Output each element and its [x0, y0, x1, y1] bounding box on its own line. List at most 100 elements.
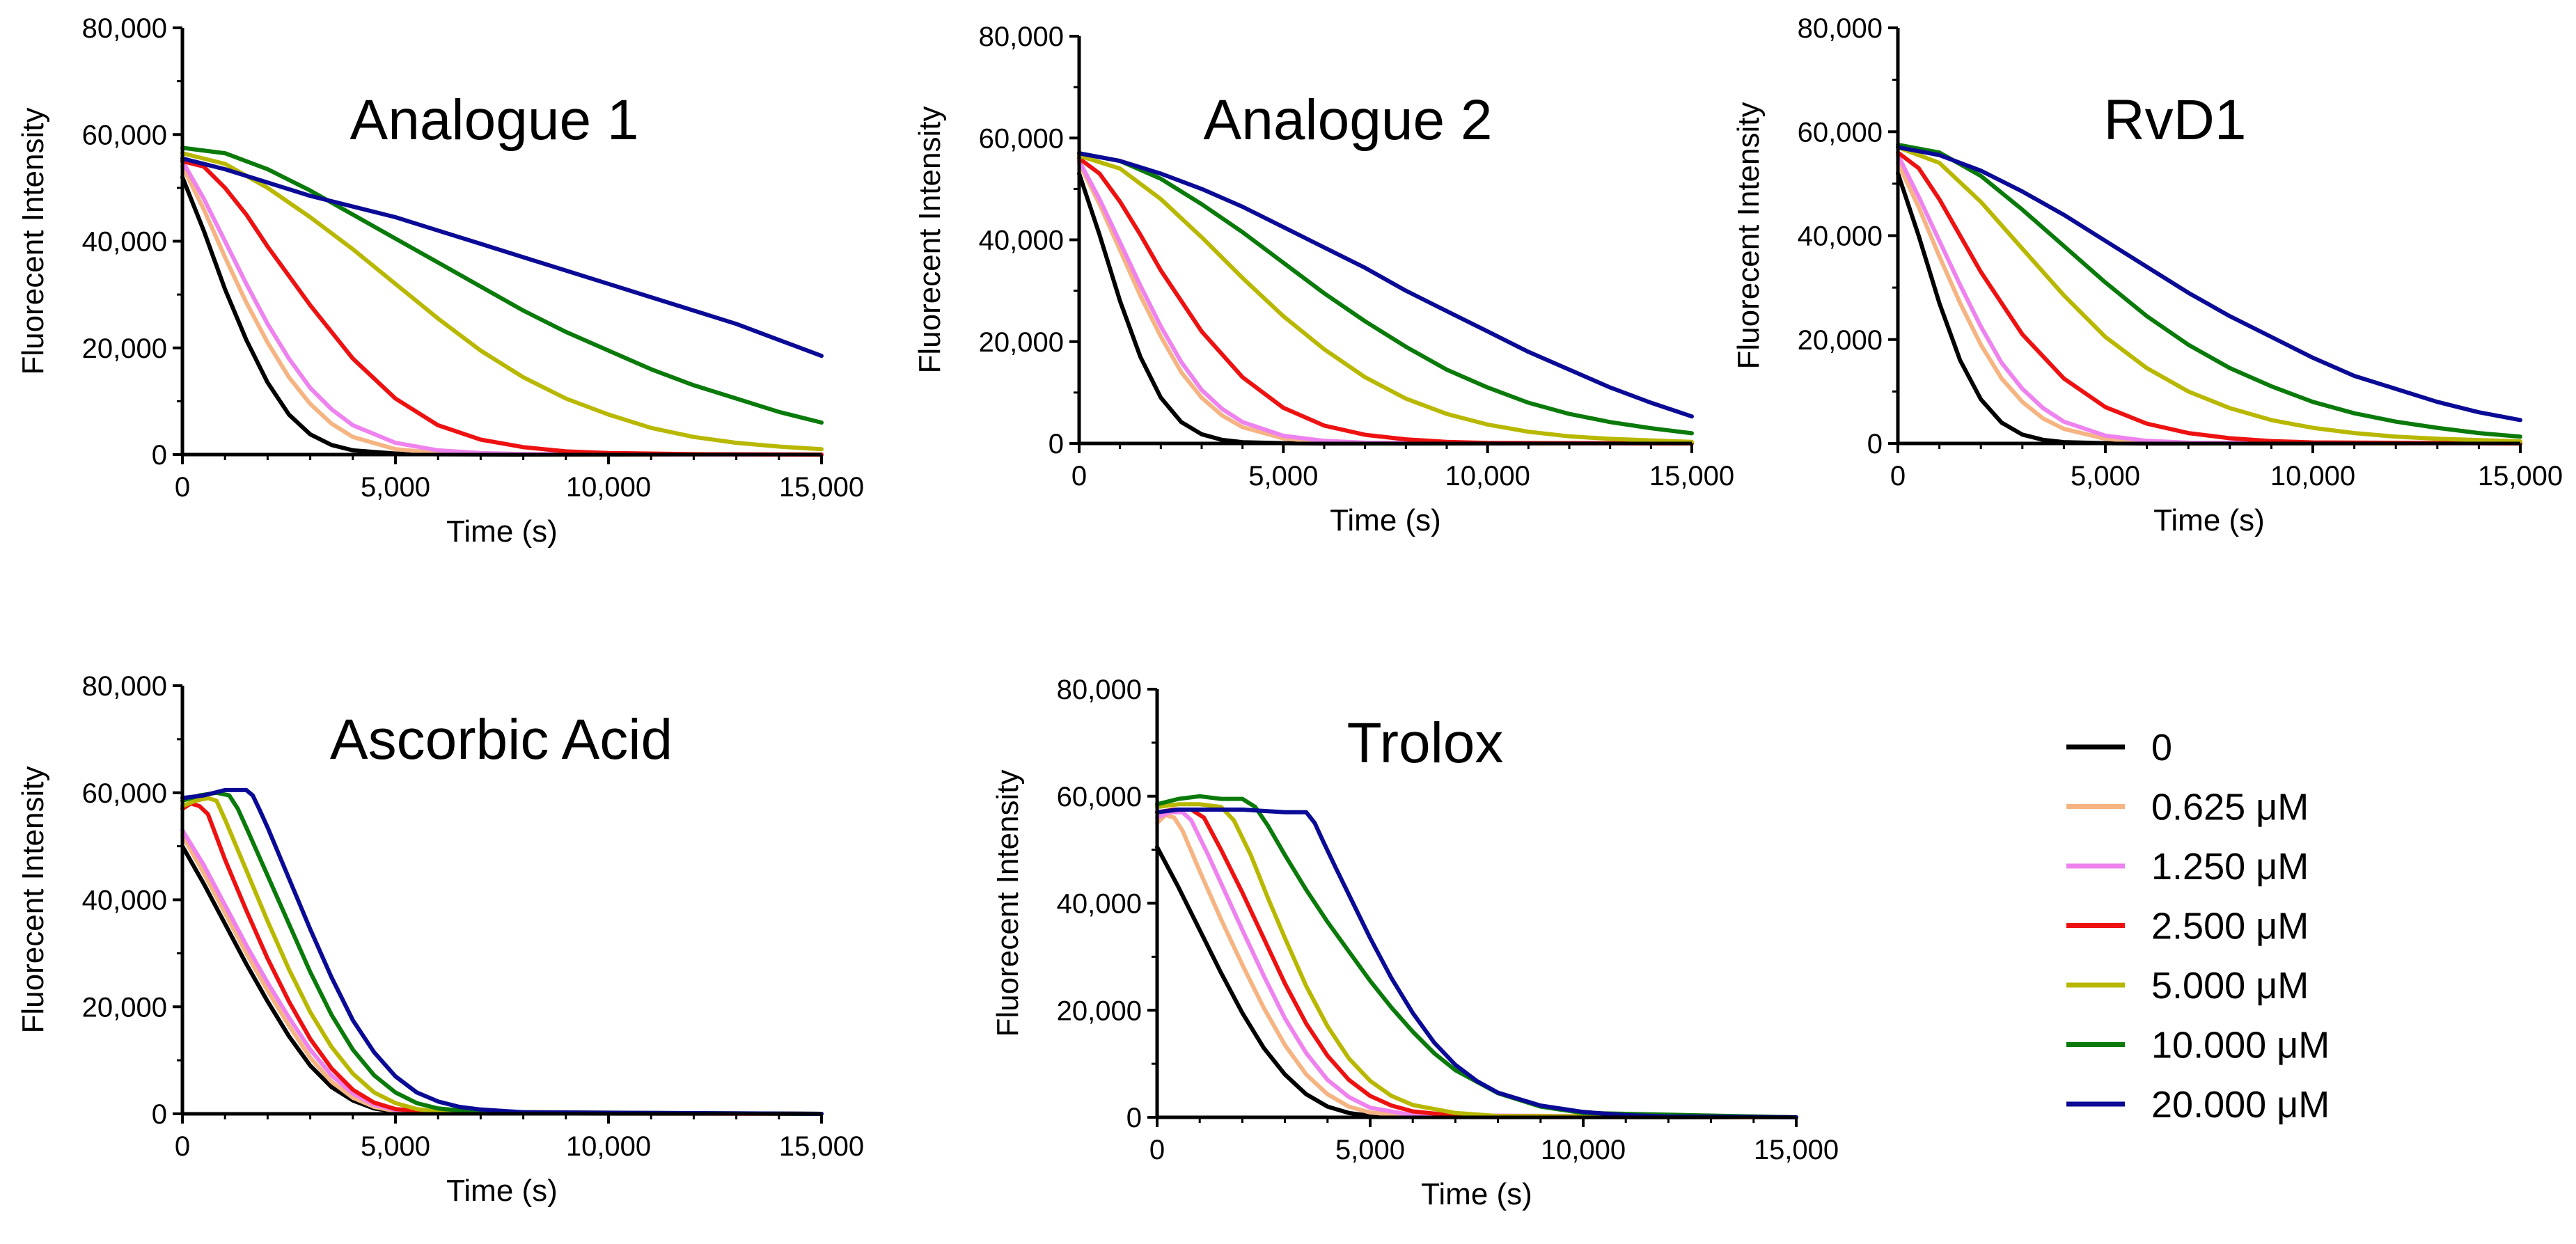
x-tick-label: 0 [1149, 1135, 1165, 1165]
panel-analogue-1: 0 20,000 40,000 60,000 80,000 0 5,000 10,000 15,… [16, 13, 864, 549]
x-tick-label: 15,000 [779, 1131, 864, 1162]
legend-label: 2.500 μM [2151, 906, 2309, 947]
y-tick-label: 60,000 [82, 778, 167, 809]
y-tick-label: 40,000 [82, 227, 167, 258]
x-tick-label: 10,000 [566, 472, 651, 503]
series-line-trolox-0-625-m [1155, 812, 1798, 1119]
series-line-ascorbic-acid-5-000-m [180, 796, 824, 1116]
panel-title: Trolox [1347, 711, 1504, 775]
series-line-analogue-2-2-500-m [1077, 156, 1694, 446]
x-tick-label: 15,000 [779, 472, 864, 503]
legend-entry-2-500-m: 2.500 μM [2066, 906, 2309, 947]
x-axis-label: Time (s) [446, 514, 558, 549]
y-tick-label: 20,000 [82, 992, 167, 1023]
y-tick-label: 0 [1049, 429, 1064, 459]
series-line-analogue-2-1-250-m [1077, 159, 1694, 446]
series-line-rvd1-5-000-m [1896, 145, 2522, 443]
y-tick-label: 20,000 [979, 327, 1064, 358]
series-line-analogue-1-20-000-m [180, 156, 824, 359]
legend-label: 0 [2151, 727, 2172, 769]
series-line-analogue-1-1-250-m [180, 159, 824, 457]
y-tick-label: 0 [152, 1099, 167, 1130]
y-tick-label: 80,000 [82, 13, 167, 44]
series-line-trolox-1-250-m [1155, 810, 1798, 1119]
x-axis-label: Time (s) [1330, 503, 1441, 537]
x-tick-label: 0 [1890, 461, 1906, 491]
legend-label: 10.000 μM [2151, 1025, 2330, 1066]
legend-entry-0: 0 [2066, 727, 2172, 769]
y-tick-label: 80,000 [82, 671, 167, 702]
x-tick-label: 5,000 [2071, 461, 2140, 491]
y-tick-label: 40,000 [82, 885, 167, 916]
panel-analogue-2: 0 20,000 40,000 60,000 80,000 0 5,000 10,000 15,… [913, 22, 1734, 537]
legend-entry-5-000-m: 5.000 μM [2066, 965, 2309, 1007]
legend-entry-1-250-m: 1.250 μM [2066, 846, 2309, 888]
series-line-analogue-1-2-500-m [180, 159, 824, 457]
x-tick-label: 5,000 [361, 1131, 430, 1162]
series-line-analogue-2-0 [1077, 171, 1694, 446]
series-line-analogue-1-0 [180, 175, 824, 457]
series-line-rvd1-20-000-m [1896, 145, 2522, 423]
legend-label: 0.625 μM [2151, 787, 2309, 828]
panel-ascorbic-acid: 0 20,000 40,000 60,000 80,000 0 5,000 10,000 15,… [16, 671, 864, 1208]
series-line-analogue-2-20-000-m [1077, 151, 1694, 419]
series-line-trolox-2-500-m [1155, 808, 1798, 1119]
panel-trolox: 0 20,000 40,000 60,000 80,000 0 5,000 10,000 15,… [991, 675, 1839, 1211]
panel-title: Ascorbic Acid [330, 708, 673, 771]
series-line-rvd1-2-500-m [1896, 150, 2522, 446]
panel-title: Analogue 1 [350, 88, 639, 152]
y-axis-label: Fluorecent Intensity [1731, 102, 1766, 370]
y-tick-label: 20,000 [1798, 325, 1883, 356]
series-line-analogue-1-10-000-m [180, 145, 824, 425]
series-line-analogue-1-5-000-m [180, 151, 824, 452]
x-axis-label: Time (s) [2153, 503, 2265, 537]
y-tick-label: 20,000 [1057, 995, 1142, 1026]
x-tick-label: 15,000 [2478, 461, 2563, 491]
x-tick-label: 5,000 [361, 472, 430, 503]
series-line-ascorbic-acid-1-250-m [180, 828, 824, 1116]
series-line-trolox-20-000-m [1155, 808, 1798, 1119]
y-tick-label: 20,000 [82, 333, 167, 364]
series-line-analogue-2-5-000-m [1077, 153, 1694, 444]
series-line-rvd1-1-250-m [1896, 152, 2522, 446]
x-tick-label: 15,000 [1649, 461, 1734, 491]
series-line-ascorbic-acid-10-000-m [180, 790, 824, 1116]
series-line-analogue-2-0-625-m [1077, 161, 1694, 446]
y-tick-label: 60,000 [82, 120, 167, 150]
panel-title: Analogue 2 [1204, 88, 1493, 152]
series-line-ascorbic-acid-2-500-m [180, 801, 824, 1116]
panels: 0 20,000 40,000 60,000 80,000 0 5,000 10,000 15,… [16, 13, 2563, 1211]
series-line-ascorbic-acid-20-000-m [180, 787, 824, 1116]
x-tick-label: 0 [175, 1131, 190, 1162]
series-line-trolox-5-000-m [1155, 802, 1798, 1119]
y-tick-label: 60,000 [1057, 782, 1142, 812]
y-tick-label: 0 [152, 440, 167, 471]
y-tick-label: 40,000 [979, 226, 1064, 256]
x-tick-label: 10,000 [566, 1131, 651, 1162]
x-tick-label: 0 [175, 472, 190, 503]
y-tick-label: 60,000 [979, 123, 1064, 154]
x-axis-label: Time (s) [1421, 1177, 1532, 1211]
legend-entry-0-625-m: 0.625 μM [2066, 787, 2309, 828]
x-tick-label: 10,000 [1445, 461, 1530, 491]
legend-entry-10-000-m: 10.000 μM [2066, 1025, 2330, 1066]
y-tick-label: 0 [1126, 1103, 1142, 1133]
y-axis-label: Fluorecent Intensity [991, 770, 1025, 1037]
x-tick-label: 15,000 [1754, 1135, 1839, 1165]
series-line-rvd1-10-000-m [1896, 142, 2522, 439]
legend: 0 0.625 μM 1.250 μM 2.500 μM 5.000 μM 10.000 … [2066, 727, 2330, 1126]
x-tick-label: 5,000 [1248, 461, 1318, 491]
y-axis-label: Fluorecent Intensity [16, 108, 50, 375]
y-tick-label: 80,000 [1057, 675, 1142, 705]
y-tick-label: 80,000 [1798, 13, 1883, 44]
series-line-analogue-1-0-625-m [180, 164, 824, 457]
y-tick-label: 60,000 [1798, 117, 1883, 148]
y-tick-label: 0 [1867, 429, 1883, 459]
x-tick-label: 0 [1071, 461, 1087, 491]
panel-rvd1: 0 20,000 40,000 60,000 80,000 0 5,000 10,000 15,… [1731, 13, 2563, 537]
y-axis-label: Fluorecent Intensity [16, 766, 50, 1034]
x-axis-label: Time (s) [446, 1174, 558, 1208]
legend-label: 1.250 μM [2151, 846, 2309, 888]
series-line-analogue-2-10-000-m [1077, 151, 1694, 436]
